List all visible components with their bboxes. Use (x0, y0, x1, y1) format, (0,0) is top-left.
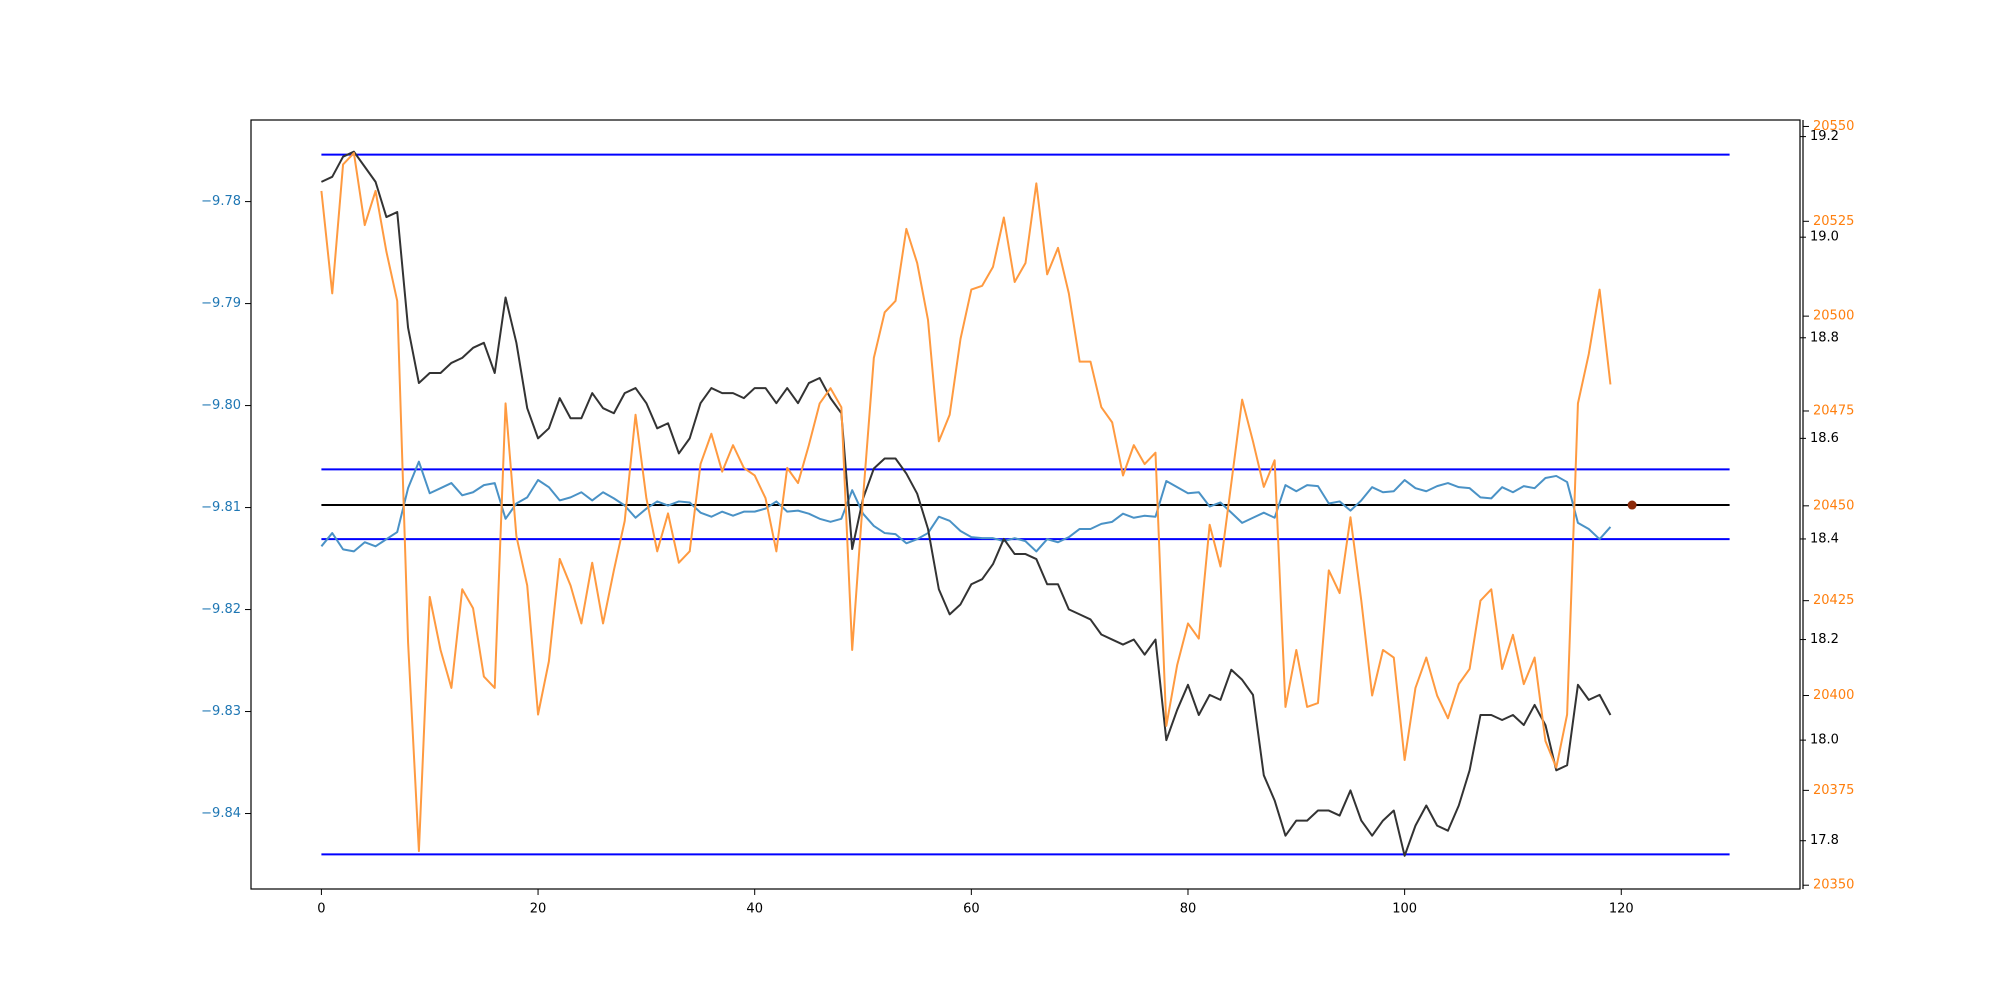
y-tick-label: 18.4 (1810, 531, 1839, 546)
y-tick-label: 18.0 (1810, 733, 1839, 748)
y-tick-label: −9.84 (201, 806, 241, 821)
x-tick-label: 40 (746, 902, 763, 917)
y-tick-label: −9.78 (201, 194, 241, 209)
x-tick-label: 120 (1609, 902, 1634, 917)
y-tick-label: 20550 (1813, 119, 1854, 134)
x-tick-label: 80 (1180, 902, 1197, 917)
series-line (320, 152, 1612, 853)
plot-frame (250, 119, 1801, 890)
y-tick-label: −9.82 (201, 602, 241, 617)
y-tick-label: 20525 (1813, 214, 1854, 229)
y-tick-label: −9.83 (201, 704, 241, 719)
x-tick-label: 0 (317, 902, 325, 917)
y-tick-label: 20425 (1813, 593, 1854, 608)
y-tick-label: −9.79 (201, 296, 241, 311)
y-tick-label: −9.81 (201, 500, 241, 515)
series-line (320, 150, 1612, 857)
x-tick-label: 20 (530, 902, 547, 917)
y-tick-label: 18.6 (1810, 431, 1839, 446)
series-line (320, 460, 1612, 553)
y-tick-label: 19.0 (1810, 230, 1839, 245)
y-tick-label: 20450 (1813, 498, 1854, 513)
y-tick-label: 17.8 (1810, 833, 1839, 848)
y-tick-label: 20375 (1813, 783, 1854, 798)
y-tick-label: 20500 (1813, 309, 1854, 324)
y-tick-label: 18.8 (1810, 330, 1839, 345)
x-tick-label: 100 (1392, 902, 1417, 917)
y-tick-label: 19.2 (1810, 129, 1839, 144)
y-tick-label: 20350 (1813, 878, 1854, 893)
x-tick-label: 60 (963, 902, 980, 917)
y-tick-label: 20400 (1813, 688, 1854, 703)
marker-point (1627, 500, 1637, 510)
y-tick-label: 20475 (1813, 403, 1854, 418)
y-tick-label: −9.80 (201, 398, 241, 413)
y-tick-label: 18.2 (1810, 632, 1839, 647)
